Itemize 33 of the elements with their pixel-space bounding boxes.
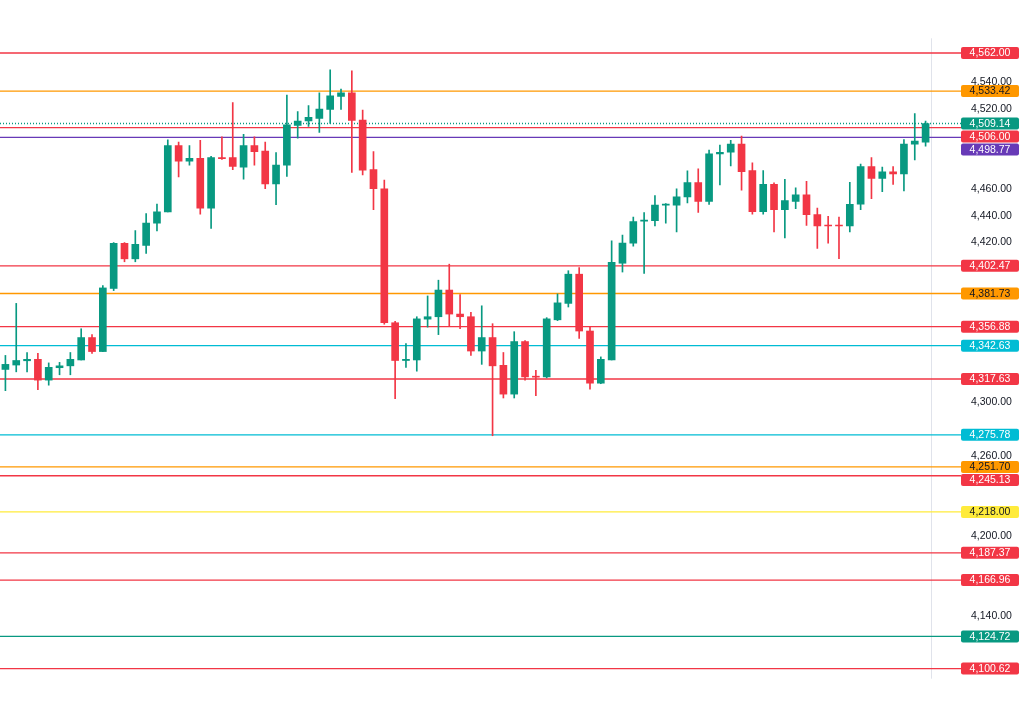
ref-line-label: 4,251.70 [969,460,1011,473]
ref-line-label: 4,342.63 [969,339,1011,352]
candlestick [337,88,345,110]
ref-line-label: 4,100.62 [969,661,1011,674]
y-tick-label: 4,520.00 [971,101,1013,114]
ref-line-label: 4,402.47 [969,259,1011,272]
candlestick [477,305,486,365]
ref-line-label: 4,317.63 [969,372,1011,385]
candlestick [402,343,410,368]
candlestick [781,178,789,239]
candlestick [661,203,670,224]
ref-line-label: 4,498.77 [969,142,1011,155]
ref-line-label: 4,562.00 [969,46,1011,59]
ref-line-label: 4,187.37 [969,546,1011,559]
ref-line-label: 4,356.88 [969,320,1011,333]
candlestick [12,303,21,373]
ref-line-label: 4,509.14 [969,116,1011,129]
candlestick [23,352,31,373]
y-tick-label: 4,140.00 [971,608,1013,621]
y-tick-label: 4,200.00 [971,528,1013,541]
ref-line-label: 4,275.78 [969,428,1011,441]
ref-line-label: 4,506.00 [969,129,1011,142]
ref-line-label: 4,166.96 [969,573,1011,586]
ref-line-label: 4,218.00 [969,505,1011,518]
ref-line-label: 4,245.13 [969,473,1011,486]
ref-line-label: 4,381.73 [969,286,1011,299]
y-tick-label: 4,300.00 [971,395,1013,408]
y-tick-label: 4,440.00 [971,208,1013,221]
y-tick-label: 4,460.00 [971,181,1013,194]
y-tick-label: 4,260.00 [971,448,1013,461]
candlestick [218,136,226,160]
ref-line-label: 4,124.72 [969,629,1011,642]
y-tick-label: 4,420.00 [971,235,1013,248]
